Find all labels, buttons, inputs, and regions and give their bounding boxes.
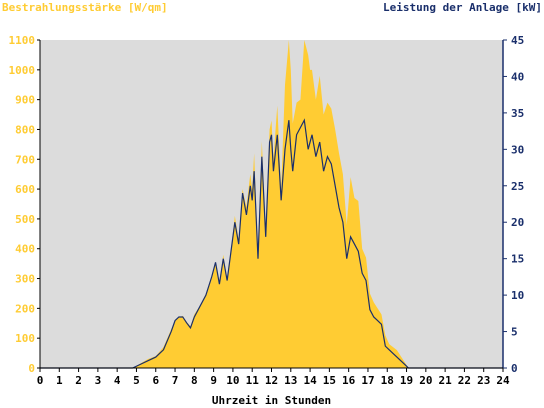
x-tick-label: 23 <box>477 374 490 387</box>
right-tick-label: 45 <box>511 34 524 47</box>
x-axis-label: Uhrzeit in Stunden <box>212 394 331 407</box>
x-tick-label: 24 <box>496 374 510 387</box>
x-tick-label: 7 <box>172 374 179 387</box>
x-tick-label: 22 <box>458 374 471 387</box>
x-tick-label: 4 <box>114 374 121 387</box>
left-tick-label: 0 <box>28 362 35 375</box>
right-tick-label: 15 <box>511 253 524 266</box>
x-tick-label: 19 <box>400 374 413 387</box>
right-tick-label: 5 <box>511 326 518 339</box>
x-tick-label: 9 <box>210 374 217 387</box>
left-tick-label: 200 <box>15 302 35 315</box>
right-tick-label: 10 <box>511 289 524 302</box>
left-tick-label: 500 <box>15 213 35 226</box>
right-axis-ticks: 0 5 10 15 20 25 30 35 40 45 <box>503 34 524 375</box>
left-axis-ticks: 0 100 200 300 400 500 600 700 800 900 1000 1100 <box>9 34 40 375</box>
x-tick-label: 2 <box>75 374 82 387</box>
right-tick-label: 0 <box>511 362 518 375</box>
x-tick-label: 11 <box>246 374 260 387</box>
x-tick-label: 15 <box>323 374 336 387</box>
x-tick-label: 14 <box>303 374 317 387</box>
x-tick-label: 16 <box>342 374 356 387</box>
left-tick-label: 700 <box>15 153 35 166</box>
x-tick-label: 12 <box>265 374 278 387</box>
x-axis-ticks: 0 1 2 3 4 5 6 7 8 9 10 11 12 13 14 15 16 17 18 19 20 21 22 23 24 <box>37 368 510 387</box>
left-tick-label: 800 <box>15 123 35 136</box>
right-tick-label: 30 <box>511 143 524 156</box>
x-tick-label: 20 <box>419 374 432 387</box>
x-tick-label: 6 <box>152 374 159 387</box>
x-tick-label: 10 <box>226 374 239 387</box>
right-tick-label: 40 <box>511 70 524 83</box>
x-tick-label: 8 <box>191 374 198 387</box>
left-tick-label: 1000 <box>9 64 36 77</box>
x-tick-label: 1 <box>56 374 63 387</box>
right-tick-label: 25 <box>511 180 524 193</box>
x-tick-label: 13 <box>284 374 297 387</box>
left-tick-label: 1100 <box>9 34 36 47</box>
x-tick-label: 17 <box>361 374 374 387</box>
x-tick-label: 3 <box>95 374 102 387</box>
power-series <box>40 118 503 369</box>
right-axis-title: Leistung der Anlage [kW] <box>383 1 542 14</box>
left-axis-title: Bestrahlungsstärke [W/qm] <box>2 1 168 14</box>
x-tick-label: 5 <box>133 374 140 387</box>
irradiance-area <box>40 40 503 368</box>
left-tick-label: 400 <box>15 243 35 256</box>
left-tick-label: 100 <box>15 332 35 345</box>
left-tick-label: 300 <box>15 273 35 286</box>
x-tick-label: 0 <box>37 374 44 387</box>
left-tick-label: 600 <box>15 183 35 196</box>
right-tick-label: 20 <box>511 216 524 229</box>
irradiance-series <box>40 40 503 368</box>
right-tick-label: 35 <box>511 107 524 120</box>
x-tick-label: 21 <box>439 374 453 387</box>
power-line <box>40 118 503 369</box>
x-tick-label: 18 <box>381 374 394 387</box>
left-tick-label: 900 <box>15 94 35 107</box>
